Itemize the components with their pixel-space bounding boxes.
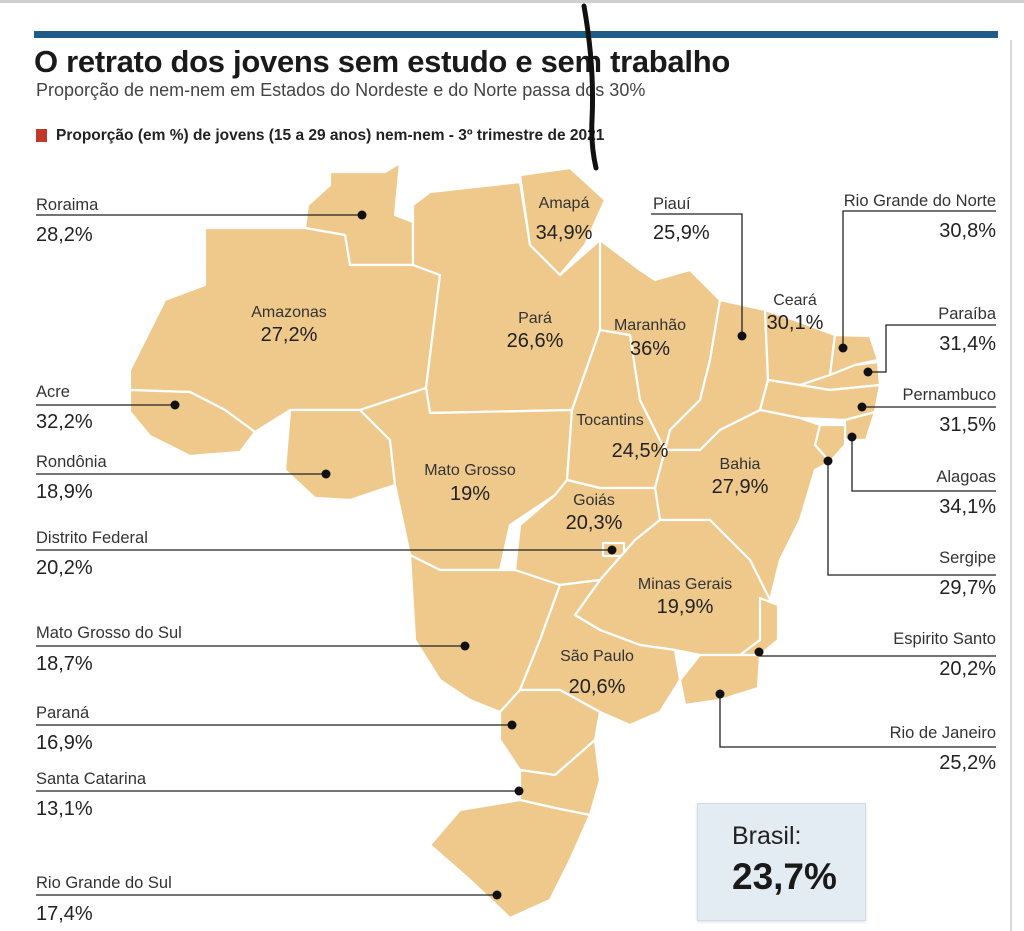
label-name-bahia: Bahia (719, 456, 761, 473)
top-border-line (0, 0, 1024, 3)
legend-text: Proporção (em %) de jovens (15 a 29 anos… (56, 127, 605, 144)
state-amapa (518, 166, 607, 277)
dot-roraima (357, 210, 367, 220)
dot-piaui (737, 331, 747, 341)
dot-rio-de-janeiro (715, 689, 725, 699)
state-mato-grosso (358, 386, 574, 572)
label-name-rio-grande-do-sul: Rio Grande do Sul (36, 874, 172, 892)
label-value-paraiba: 31,4% (939, 333, 996, 355)
state-rio-grande-do-sul (428, 798, 592, 920)
dot-rio-grande-do-norte (838, 343, 848, 353)
label-value-acre: 32,2% (36, 411, 93, 433)
header-accent-bar (34, 31, 998, 38)
label-value-mato-grosso: 19% (449, 483, 491, 505)
label-name-sergipe: Sergipe (939, 549, 996, 567)
label-value-ceara: 30,1% (766, 312, 824, 334)
label-value-espirito-santo: 20,2% (939, 658, 996, 680)
label-name-amazonas: Amazonas (251, 304, 327, 321)
label-name-rio-de-janeiro: Rio de Janeiro (889, 724, 996, 742)
state-rio-de-janeiro (678, 653, 762, 707)
label-value-maranhao: 36% (629, 338, 671, 360)
label-value-distrito-federal: 20,2% (36, 557, 93, 579)
label-name-amapa: Amapá (538, 195, 590, 212)
label-value-goias: 20,3% (565, 512, 623, 534)
dot-acre (170, 400, 180, 410)
label-name-roraima: Roraima (36, 196, 99, 214)
dot-distrito-federal (607, 545, 617, 555)
legend-swatch (36, 129, 47, 142)
label-name-goias: Goiás (573, 492, 615, 509)
label-name-parana: Paraná (36, 704, 90, 722)
label-value-piaui: 25,9% (653, 222, 710, 244)
leader-rio-de-janeiro (719, 694, 996, 748)
label-name-acre: Acre (36, 383, 70, 401)
label-name-ceara: Ceará (773, 292, 817, 309)
label-name-minas-gerais: Minas Gerais (637, 576, 733, 593)
leader-rio-grande-do-norte (842, 210, 996, 348)
label-name-paraiba: Paraíba (938, 305, 996, 323)
leader-paraiba (868, 324, 996, 373)
brasil-label: Brasil: (732, 822, 802, 850)
page-subtitle: Proporção de nem-nem em Estados do Norde… (36, 80, 646, 100)
page-title: O retrato dos jovens sem estudo e sem tr… (34, 44, 730, 79)
label-name-para: Pará (518, 310, 552, 327)
label-value-amazonas: 27,2% (260, 324, 318, 346)
state-acre (128, 388, 257, 458)
label-name-sao-paulo: São Paulo (560, 648, 634, 665)
label-name-pernambuco: Pernambuco (902, 386, 996, 404)
label-name-mato-grosso-do-sul: Mato Grosso do Sul (36, 624, 182, 642)
dot-sergipe (823, 456, 833, 466)
label-name-tocantins: Tocantins (576, 412, 644, 429)
label-name-piaui: Piauí (653, 195, 691, 213)
label-value-rio-grande-do-norte: 30,8% (939, 220, 996, 242)
brasil-total-box: Brasil: 23,7% (697, 803, 866, 921)
label-value-mato-grosso-do-sul: 18,7% (36, 653, 93, 675)
leader-alagoas (851, 437, 996, 492)
leader-sergipe (827, 461, 996, 576)
label-value-santa-catarina: 13,1% (36, 798, 93, 820)
label-value-amapa: 34,9% (535, 222, 593, 244)
brasil-value: 23,7% (732, 856, 837, 897)
dot-parana (507, 720, 517, 730)
dot-rondonia (321, 469, 331, 479)
label-value-roraima: 28,2% (36, 224, 93, 246)
label-value-tocantins: 24,5% (611, 440, 669, 462)
dot-mato-grosso-do-sul (460, 641, 470, 651)
label-name-maranhao: Maranhão (613, 317, 687, 334)
label-name-santa-catarina: Santa Catarina (36, 770, 147, 788)
label-value-minas-gerais: 19,9% (656, 596, 714, 618)
right-edge-line (1010, 40, 1012, 931)
label-value-bahia: 27,9% (711, 476, 769, 498)
dot-espirito-santo (754, 647, 764, 657)
dot-rio-grande-do-sul (492, 890, 502, 900)
label-value-sao-paulo: 20,6% (568, 676, 626, 698)
dot-alagoas (847, 432, 857, 442)
label-value-rio-grande-do-sul: 17,4% (36, 903, 93, 925)
label-value-sergipe: 29,7% (939, 577, 996, 599)
dot-pernambuco (857, 402, 867, 412)
label-value-pernambuco: 31,5% (939, 414, 996, 436)
label-name-espirito-santo: Espirito Santo (893, 630, 996, 648)
label-name-mato-grosso: Mato Grosso (424, 462, 516, 479)
label-value-parana: 16,9% (36, 732, 93, 754)
label-value-alagoas: 34,1% (939, 496, 996, 518)
label-name-rondonia: Rondônia (36, 453, 107, 471)
label-value-rondonia: 18,9% (36, 481, 93, 503)
leader-piaui (651, 213, 743, 336)
dot-santa-catarina (514, 786, 524, 796)
label-value-para: 26,6% (506, 330, 564, 352)
label-name-rio-grande-do-norte: Rio Grande do Norte (843, 192, 996, 210)
label-name-distrito-federal: Distrito Federal (36, 529, 148, 547)
label-name-alagoas: Alagoas (936, 468, 996, 486)
label-value-rio-de-janeiro: 25,2% (939, 752, 996, 774)
dot-paraiba (863, 367, 873, 377)
